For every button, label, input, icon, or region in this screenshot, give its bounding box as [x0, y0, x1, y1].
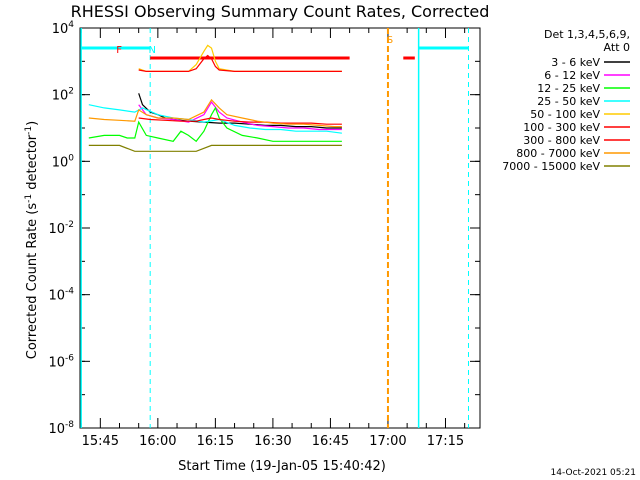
annotation-n: N	[148, 45, 155, 56]
series-line	[88, 106, 342, 143]
x-tick-label: 16:15	[197, 434, 234, 449]
annotation-f: F	[116, 45, 122, 56]
y-axis-label: Corrected Count Rate (s-1 detector-1)	[24, 121, 40, 359]
y-axis-label-end: )	[25, 121, 40, 126]
y-axis-label-exp2: -1	[24, 126, 34, 135]
y-tick-label: 102	[52, 87, 74, 104]
legend-entry-label: 6 - 12 keV	[544, 69, 600, 82]
series-line	[88, 104, 342, 134]
y-axis-label-mid: detector	[25, 134, 40, 194]
annotation-s: S	[387, 35, 393, 46]
legend-entry-label: 800 - 7000 keV	[516, 147, 600, 160]
y-tick-label: 10-2	[48, 220, 74, 237]
series-line	[88, 98, 342, 128]
x-tick-label: 15:45	[82, 434, 119, 449]
legend-header: Det 1,3,4,5,6,9,	[544, 28, 630, 41]
x-tick-label: 16:30	[254, 434, 291, 449]
y-tick-label: 100	[52, 153, 75, 170]
legend-entry-label: 25 - 50 keV	[537, 95, 600, 108]
legend-header-att: Att 0	[604, 41, 630, 54]
svg-text:Corrected Count Rate (s-1 dete: Corrected Count Rate (s-1 detector-1)	[24, 121, 40, 359]
x-tick-label: 17:00	[369, 434, 406, 449]
series-line	[88, 144, 342, 152]
y-tick-label: 104	[52, 20, 75, 37]
legend-entry-label: 300 - 800 keV	[523, 134, 600, 147]
plot-area: 104 102 100 10-2 10-4 10-6 10-8 15:45 16:00 16:15…	[48, 20, 481, 449]
timestamp: 14-Oct-2021 05:21	[551, 468, 636, 478]
legend-entry-label: 12 - 25 keV	[537, 82, 600, 95]
legend-entry-label: 7000 - 15000 keV	[502, 160, 600, 173]
x-axis-label: Start Time (19-Jan-05 15:40:42)	[178, 459, 386, 474]
plot-frame	[79, 27, 481, 429]
legend-entry-label: 50 - 100 keV	[530, 108, 600, 121]
series-line	[138, 101, 342, 131]
y-tick-label: 10-8	[48, 420, 74, 437]
x-tick-label: 16:00	[139, 434, 176, 449]
y-tick-label: 10-6	[48, 353, 74, 370]
legend-entry-label: 3 - 6 keV	[551, 56, 600, 69]
y-axis-label-main: Corrected Count Rate (s	[25, 203, 40, 360]
x-tick-label: 16:45	[312, 434, 349, 449]
series-line	[138, 117, 342, 125]
legend-entry-label: 100 - 300 keV	[523, 121, 600, 134]
chart-title: RHESSI Observing Summary Count Rates, Co…	[71, 2, 490, 21]
y-axis-label-exp1: -1	[24, 194, 34, 203]
series-line	[138, 54, 342, 72]
y-tick-label: 10-4	[48, 287, 74, 304]
x-tick-label: 17:15	[427, 434, 464, 449]
